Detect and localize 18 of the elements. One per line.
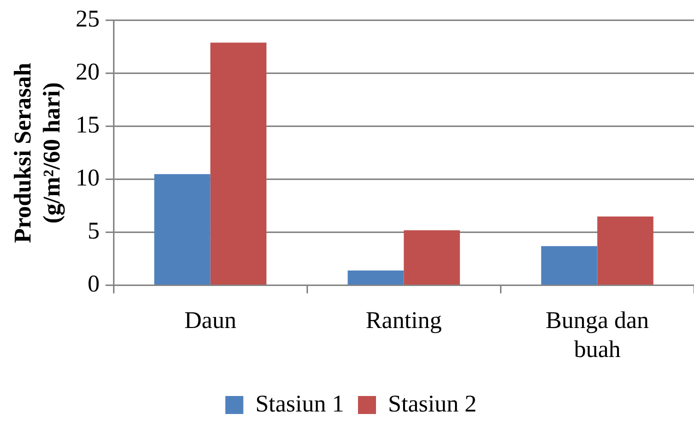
y-tick-label: 25: [76, 6, 100, 33]
x-tick-label: Ranting: [366, 308, 442, 334]
y-tick-label: 10: [76, 166, 100, 192]
y-tick-label: 15: [76, 112, 100, 139]
bar: [541, 246, 598, 285]
y-axis-title: Produksi Serasah (g/m²/60 hari): [10, 62, 66, 244]
legend-label: Stasiun 1: [255, 391, 344, 418]
bar: [210, 42, 266, 285]
legend-label: Stasiun 2: [388, 391, 477, 418]
y-tick-label: 0: [88, 272, 100, 298]
x-tick-label: Daun: [184, 308, 236, 334]
bar: [597, 216, 654, 285]
y-tick-label: 20: [76, 60, 100, 86]
bar: [154, 174, 210, 285]
bar: [348, 270, 404, 285]
x-tick-label: Bunga dan buah: [546, 308, 649, 363]
bar: [404, 230, 460, 285]
y-tick-label: 5: [88, 218, 100, 245]
